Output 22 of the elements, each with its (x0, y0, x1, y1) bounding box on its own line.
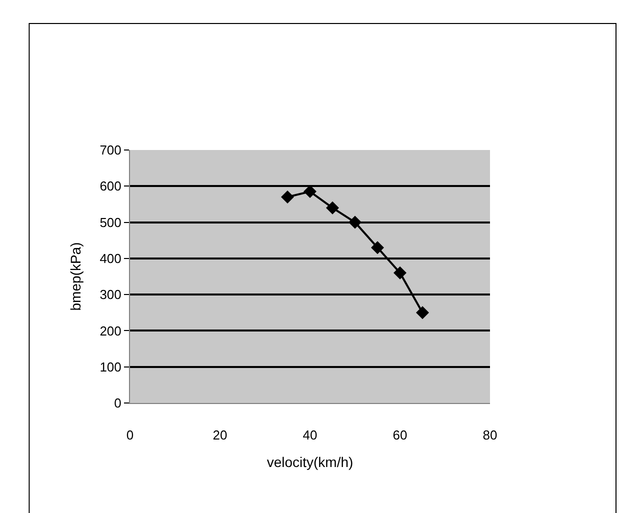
y-tick-label: 0 (114, 396, 122, 411)
point (394, 266, 406, 280)
y-tick-label: 400 (100, 250, 122, 266)
x-tick-label: 0 (126, 428, 134, 443)
point (304, 185, 316, 198)
x-tick-label: 60 (392, 428, 408, 443)
y-axis-title: bmep(kPa) (67, 242, 84, 311)
x-axis-title: velocity(km/h) (266, 454, 354, 470)
point (281, 190, 294, 204)
y-tick-label: 200 (100, 323, 122, 338)
y-tick-label: 500 (100, 214, 122, 230)
y-tick-label: 300 (100, 287, 122, 302)
x-tick-label: 20 (212, 428, 228, 443)
x-tick-label: 80 (482, 428, 498, 443)
y-tick-label: 600 (100, 178, 122, 194)
x-tick-label: 40 (302, 428, 318, 443)
point (326, 201, 339, 214)
y-tick-label: 100 (100, 359, 122, 374)
point (416, 306, 429, 320)
y-tick-label: 700 (100, 142, 122, 158)
point (371, 241, 384, 254)
point (348, 216, 362, 229)
